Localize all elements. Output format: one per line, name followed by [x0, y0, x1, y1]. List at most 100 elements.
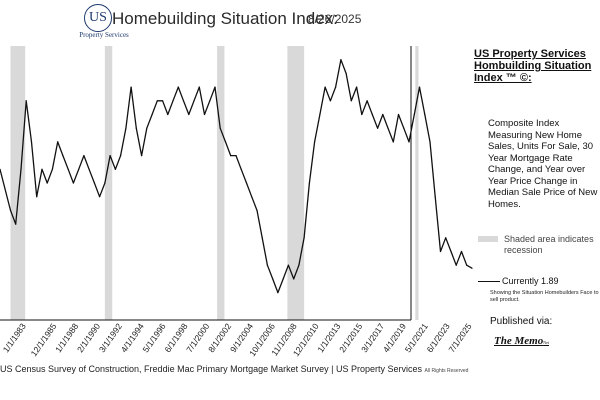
data-point — [466, 264, 468, 266]
published-via-label: Published via: — [490, 316, 553, 327]
data-point — [198, 86, 200, 88]
data-point — [141, 155, 143, 157]
data-point — [293, 278, 295, 280]
data-point — [455, 264, 457, 266]
header: US Property Services Homebuilding Situat… — [0, 0, 600, 44]
data-point — [83, 155, 85, 157]
data-point — [230, 155, 232, 157]
data-point — [62, 155, 64, 157]
data-point — [209, 100, 211, 102]
data-point — [434, 196, 436, 198]
data-point — [387, 127, 389, 129]
series-group — [0, 59, 473, 294]
data-point — [345, 72, 347, 74]
data-point — [282, 278, 284, 280]
data-point — [167, 113, 169, 116]
data-point — [130, 86, 132, 88]
data-point — [93, 182, 95, 184]
data-point — [51, 168, 54, 170]
data-point — [219, 127, 221, 129]
series-line-1 — [0, 59, 473, 294]
data-point — [319, 113, 321, 116]
data-point — [30, 141, 33, 143]
data-point — [350, 100, 352, 102]
data-point — [67, 168, 69, 170]
data-point — [15, 223, 17, 225]
data-point — [460, 250, 463, 253]
line-swatch — [478, 281, 500, 282]
data-point — [114, 168, 116, 170]
data-point — [193, 100, 195, 102]
logo-mark: US — [84, 4, 112, 32]
sidebar-title: US Property Services Hombuilding Situati… — [474, 48, 592, 84]
showing-note: Showing the Situation Homebuilders Face … — [490, 290, 599, 303]
data-point — [109, 155, 111, 157]
logo-subtitle: Property Services — [79, 31, 129, 39]
index-description: Composite Index Measuring New Home Sales… — [488, 118, 598, 210]
data-point — [72, 182, 74, 184]
data-point — [377, 127, 379, 129]
recession-shading-group — [10, 46, 419, 320]
data-point — [308, 182, 310, 184]
data-point — [78, 168, 80, 170]
data-point — [314, 141, 316, 143]
recession-band-5 — [415, 46, 419, 320]
data-point — [104, 182, 106, 184]
x-tick-label: 12/1/1985 — [29, 321, 59, 358]
data-point — [36, 196, 38, 198]
data-point — [46, 182, 48, 184]
current-value-label: Currently 1.89 — [502, 276, 559, 286]
recession-band-2 — [104, 46, 113, 320]
data-point — [188, 113, 190, 116]
data-point — [125, 127, 127, 129]
data-point — [471, 267, 473, 269]
x-tick-label: 1/1/1983 — [1, 321, 28, 354]
data-point — [287, 264, 289, 266]
data-point — [382, 113, 384, 116]
data-point — [20, 168, 22, 170]
data-point — [235, 155, 237, 157]
memo-name: The Memo — [494, 335, 544, 347]
memo-suffix: Net — [543, 340, 549, 345]
data-point — [25, 100, 27, 102]
data-point — [57, 141, 59, 143]
rights-text: All Rights Reserved — [424, 368, 469, 374]
memo-link[interactable]: The MemoNet — [494, 335, 549, 347]
data-point — [277, 292, 279, 294]
data-point — [256, 209, 258, 211]
data-point — [120, 155, 122, 157]
data-point — [439, 250, 442, 253]
data-point — [162, 100, 164, 102]
x-tick-labels-group: 1/1/1983 12/1/19851/1/19882/1/19903/1/199… — [1, 321, 474, 358]
data-point — [99, 196, 101, 198]
data-point — [335, 86, 337, 88]
recession-band-3 — [217, 46, 225, 320]
data-point — [272, 278, 274, 280]
data-point — [450, 250, 452, 253]
recession-band-1 — [10, 46, 26, 320]
report-date: 8/26/2025 — [308, 12, 362, 26]
data-point — [9, 209, 12, 211]
x-tick-label: 7/1/2025 — [446, 321, 473, 354]
sidebar: US Property Services Hombuilding Situati… — [474, 48, 600, 347]
recession-swatch — [478, 236, 498, 242]
data-point — [303, 237, 305, 239]
index-line-chart: 1/1/1983 12/1/19851/1/19882/1/19903/1/199… — [0, 46, 474, 358]
data-point — [203, 113, 206, 116]
data-point — [371, 113, 373, 116]
recession-legend-label: Shaded area indicates recession — [504, 234, 594, 255]
data-point — [418, 86, 421, 88]
data-point — [146, 127, 148, 129]
data-point — [445, 237, 447, 239]
data-point — [41, 168, 43, 170]
source-text: US Census Survey of Construction, Freddi… — [0, 364, 422, 374]
page-title: Homebuilding Situation Index: — [112, 9, 338, 28]
data-point — [397, 113, 400, 116]
data-point — [182, 100, 185, 102]
data-point — [151, 113, 153, 116]
company-logo: US Property Services — [76, 4, 129, 42]
data-point — [324, 86, 326, 88]
data-point — [245, 182, 248, 184]
data-point — [88, 168, 90, 170]
data-point — [177, 86, 179, 88]
